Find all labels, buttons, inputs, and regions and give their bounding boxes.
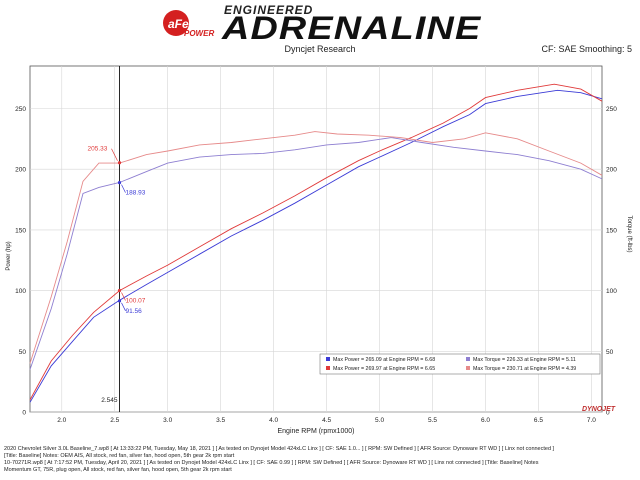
header: aFe POWER ENGINEERED ADRENALINE Dyncjet … bbox=[0, 0, 640, 60]
y-tick-label-left: 250 bbox=[15, 106, 26, 113]
legend: Max Power = 265.09 at Engine RPM = 6.68 M… bbox=[319, 353, 601, 375]
legend-swatch bbox=[326, 366, 330, 370]
x-tick-label: 5.5 bbox=[428, 417, 437, 424]
series-group bbox=[29, 83, 603, 403]
legend-entry: Max Power = 265.09 at Engine RPM = 6.68 bbox=[333, 357, 435, 363]
cursor-group: 2.545 bbox=[101, 66, 120, 412]
footer-line: 2020 Chevrolet Silver 3.0L Baseline_7.wp… bbox=[4, 446, 555, 452]
logo-subtext: POWER bbox=[184, 29, 214, 38]
footer-line: [Title: Baseline] Notes: OEM AIS, All st… bbox=[4, 453, 235, 459]
x-tick-label: 4.5 bbox=[322, 417, 331, 424]
annotation-arrow bbox=[121, 302, 126, 311]
legend-swatch bbox=[466, 366, 470, 370]
y-axis-label-right: Torque (ft-lbs) bbox=[626, 215, 632, 252]
afe-logo: aFe POWER bbox=[163, 10, 214, 38]
chart-subtitle: Dyncjet Research bbox=[284, 44, 356, 54]
y-tick-label-right: 0 bbox=[606, 410, 610, 417]
legend-entry: Max Torque = 226.33 at Engine RPM = 5.11 bbox=[473, 357, 576, 363]
y-tick-label-left: 200 bbox=[15, 167, 26, 174]
x-tick-label: 5.0 bbox=[375, 417, 384, 424]
tick-labels: 2.0 2.5 3.0 3.5 4.0 4.5 5.0 5.5 6.0 6.5 7.0 0 0 50 50 1… bbox=[15, 106, 617, 424]
y-tick-label-right: 100 bbox=[606, 288, 617, 295]
legend-entry: Max Power = 269.97 at Engine RPM = 6.65 bbox=[333, 366, 435, 372]
dynojet-watermark: DYNOJET bbox=[582, 406, 616, 413]
series-line-torque bbox=[29, 131, 603, 364]
y-tick-label-left: 0 bbox=[22, 410, 26, 417]
annotation-point bbox=[117, 288, 122, 293]
footer-notes: 2020 Chevrolet Silver 3.0L Baseline_7.wp… bbox=[4, 446, 636, 474]
y-tick-label-right: 150 bbox=[606, 227, 617, 234]
y-axis-label-left: Power (hp) bbox=[6, 241, 12, 270]
annotation-label: 188.93 bbox=[126, 190, 146, 197]
annotation-point bbox=[117, 181, 122, 185]
annotation-label: 91.56 bbox=[126, 308, 143, 315]
annotation-group: 205.33 188.93 100.07 91.56 bbox=[88, 146, 146, 315]
y-tick-label-left: 100 bbox=[15, 288, 26, 295]
x-tick-label: 2.5 bbox=[110, 417, 119, 424]
y-tick-label-right: 200 bbox=[606, 167, 617, 174]
series-line-power bbox=[29, 83, 603, 401]
x-tick-label: 3.0 bbox=[163, 417, 172, 424]
series-line-power bbox=[29, 89, 603, 403]
y-tick-label-right: 250 bbox=[606, 106, 617, 113]
series-line-torque bbox=[29, 137, 603, 370]
correction-factor-info: CF: SAE Smoothing: 5 bbox=[541, 44, 632, 54]
legend-swatch bbox=[326, 357, 330, 361]
x-tick-label: 6.0 bbox=[481, 417, 490, 424]
annotation-arrow bbox=[121, 292, 126, 301]
annotation-arrow bbox=[121, 184, 126, 193]
brand-tagline: ENGINEERED bbox=[224, 3, 314, 17]
legend-entry: Max Torque = 230.71 at Engine RPM = 4.39 bbox=[473, 366, 576, 372]
x-tick-label: 7.0 bbox=[587, 417, 596, 424]
annotation-point bbox=[117, 299, 122, 303]
footer-line: Momentum GT, 75R, plug open, All stock, … bbox=[4, 467, 232, 473]
annotation-label: 100.07 bbox=[126, 298, 146, 305]
x-tick-label: 2.0 bbox=[57, 417, 66, 424]
y-tick-label-right: 50 bbox=[606, 349, 614, 356]
footer-line: 10-70271R.wp8 [ At 7:17:52 PM, Tuesday, … bbox=[4, 460, 539, 466]
logo-text: aFe bbox=[168, 17, 189, 31]
annotation-label: 205.33 bbox=[88, 146, 108, 153]
legend-box bbox=[319, 353, 601, 375]
x-tick-label: 6.5 bbox=[534, 417, 543, 424]
x-tick-label: 3.5 bbox=[216, 417, 225, 424]
annotation-arrow bbox=[111, 148, 118, 161]
brand-title: ADRENALINE bbox=[222, 10, 482, 46]
x-tick-label: 4.0 bbox=[269, 417, 278, 424]
x-axis-label: Engine RPM (rpmx1000) bbox=[277, 428, 354, 435]
y-tick-label-left: 50 bbox=[19, 349, 27, 356]
cursor-value-label: 2.545 bbox=[101, 397, 118, 404]
dyno-chart: 2.545 205.33 188.93 100.07 91.56 2.0 2.5 3.0 3… bbox=[6, 65, 632, 435]
annotation-point bbox=[117, 161, 122, 165]
legend-swatch bbox=[466, 357, 470, 361]
y-tick-label-left: 150 bbox=[15, 227, 26, 234]
